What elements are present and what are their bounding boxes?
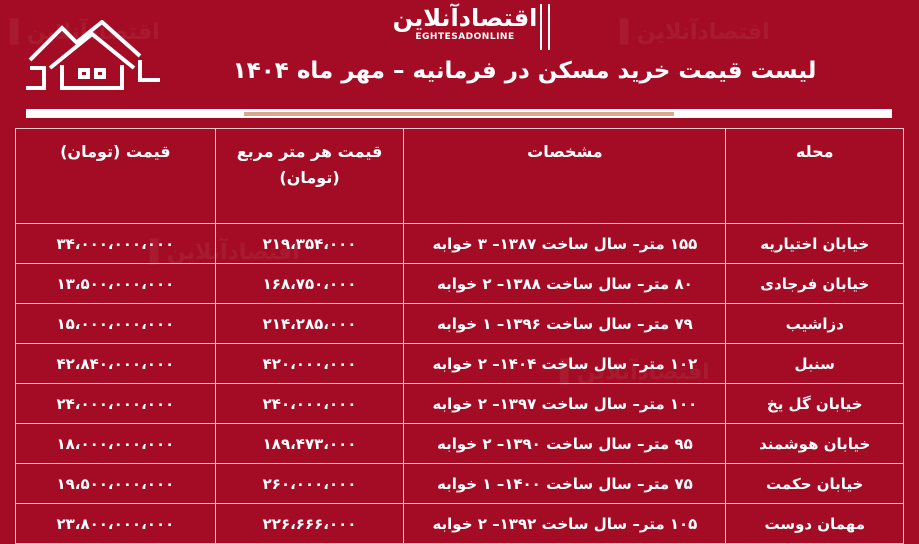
table-row: خیابان هوشمند ۹۵ متر– سال ساخت ۱۳۹۰– ۲ خو…: [15, 423, 904, 464]
price-per-meter-cell: ۲۱۴،۲۸۵،۰۰۰: [214, 303, 405, 344]
price-cell: ۳۴،۰۰۰،۰۰۰،۰۰۰: [15, 223, 216, 264]
table-row: خیابان اختیاریه ۱۵۵ متر– سال ساخت ۱۳۸۷– ۳…: [15, 223, 904, 264]
price-per-meter-cell: ۲۴۰،۰۰۰،۰۰۰: [214, 383, 405, 424]
price-per-meter-cell: ۲۶۰،۰۰۰،۰۰۰: [214, 463, 405, 504]
specs-cell: ۷۹ متر– سال ساخت ۱۳۹۶– ۱ خوابه: [403, 303, 727, 344]
price-per-meter-cell: ۱۶۸،۷۵۰،۰۰۰: [214, 263, 405, 304]
watermark: ▌اقتصادآنلاین: [620, 20, 770, 45]
table-row: خیابان حکمت ۷۵ متر– سال ساخت ۱۴۰۰– ۱ خواب…: [15, 463, 904, 504]
header-price-per-meter: قیمت هر متر مربع (تومان): [214, 128, 405, 224]
table-row: سنبل ۱۰۲ متر– سال ساخت ۱۴۰۴– ۲ خوابه ۴۲۰،۰…: [15, 343, 904, 384]
specs-cell: ۱۰۵ متر– سال ساخت ۱۳۹۲– ۲ خوابه: [403, 503, 727, 544]
price-per-meter-cell: ۴۲۰،۰۰۰،۰۰۰: [214, 343, 405, 384]
header-price: قیمت (تومان): [15, 128, 216, 224]
table-row: دزاشیب ۷۹ متر– سال ساخت ۱۳۹۶– ۱ خوابه ۲۱۴،…: [15, 303, 904, 344]
price-per-meter-cell: ۲۲۶،۶۶۶،۰۰۰: [214, 503, 405, 544]
price-per-meter-cell: ۱۸۹،۴۷۳،۰۰۰: [214, 423, 405, 464]
neighborhood-cell: خیابان فرجادی: [725, 263, 904, 304]
price-cell: ۱۹،۵۰۰،۰۰۰،۰۰۰: [15, 463, 216, 504]
table-row: خیابان گل یخ ۱۰۰ متر– سال ساخت ۱۳۹۷– ۲ خو…: [15, 383, 904, 424]
price-cell: ۲۳،۸۰۰،۰۰۰،۰۰۰: [15, 503, 216, 544]
specs-cell: ۱۰۲ متر– سال ساخت ۱۴۰۴– ۲ خوابه: [403, 343, 727, 384]
neighborhood-cell: خیابان حکمت: [725, 463, 904, 504]
neighborhood-cell: سنبل: [725, 343, 904, 384]
logo-text: اقتصادآنلاین: [392, 4, 538, 32]
price-cell: ۲۴،۰۰۰،۰۰۰،۰۰۰: [15, 383, 216, 424]
neighborhood-cell: خیابان اختیاریه: [725, 223, 904, 264]
header-specs: مشخصات: [403, 128, 727, 224]
specs-cell: ۷۵ متر– سال ساخت ۱۴۰۰– ۱ خوابه: [403, 463, 727, 504]
logo-subtext: EGHTESADONLINE: [415, 32, 515, 42]
page-title: لیست قیمت خرید مسکن در فرمانیه – مهر ماه…: [232, 58, 817, 84]
neighborhood-cell: خیابان هوشمند: [725, 423, 904, 464]
specs-cell: ۱۰۰ متر– سال ساخت ۱۳۹۷– ۲ خوابه: [403, 383, 727, 424]
table-row: مهمان دوست ۱۰۵ متر– سال ساخت ۱۳۹۲– ۲ خواب…: [15, 503, 904, 544]
logo: اقتصادآنلاین EGHTESADONLINE: [380, 4, 550, 50]
neighborhood-cell: خیابان گل یخ: [725, 383, 904, 424]
neighborhood-cell: دزاشیب: [725, 303, 904, 344]
header-neighborhood: محله: [725, 128, 904, 224]
table-row: خیابان فرجادی ۸۰ متر– سال ساخت ۱۳۸۸– ۲ خو…: [15, 263, 904, 304]
table-header-row: محله مشخصات قیمت هر متر مربع (تومان) قیم…: [15, 128, 904, 224]
specs-cell: ۸۰ متر– سال ساخت ۱۳۸۸– ۲ خوابه: [403, 263, 727, 304]
price-cell: ۴۲،۸۴۰،۰۰۰،۰۰۰: [15, 343, 216, 384]
logo-bars: [540, 4, 550, 50]
specs-cell: ۱۵۵ متر– سال ساخت ۱۳۸۷– ۳ خوابه: [403, 223, 727, 264]
specs-cell: ۹۵ متر– سال ساخت ۱۳۹۰– ۲ خوابه: [403, 423, 727, 464]
house-icon: [26, 20, 160, 90]
price-cell: ۱۳،۵۰۰،۰۰۰،۰۰۰: [15, 263, 216, 304]
price-cell: ۱۸،۰۰۰،۰۰۰،۰۰۰: [15, 423, 216, 464]
price-cell: ۱۵،۰۰۰،۰۰۰،۰۰۰: [15, 303, 216, 344]
price-table: محله مشخصات قیمت هر متر مربع (تومان) قیم…: [15, 128, 904, 544]
price-per-meter-cell: ۲۱۹،۳۵۴،۰۰۰: [214, 223, 405, 264]
divider: [26, 109, 892, 118]
